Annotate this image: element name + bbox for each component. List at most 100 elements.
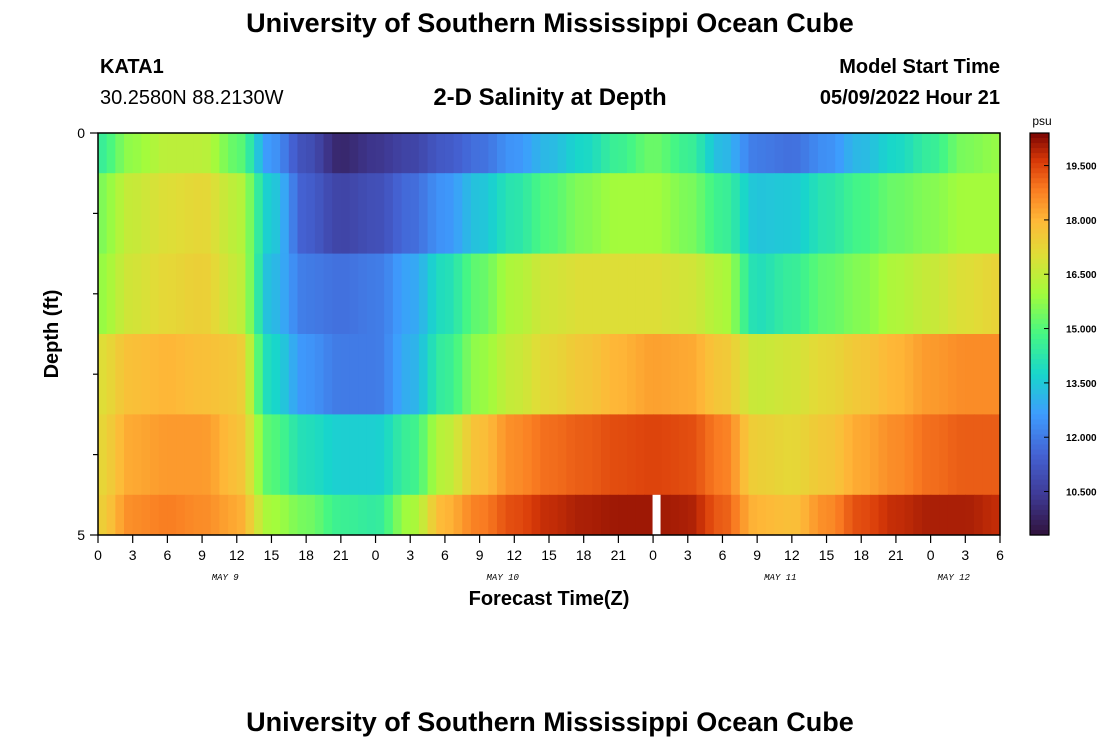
- colorbar-segment: [1030, 499, 1049, 506]
- colorbar-frame: [1029, 132, 1050, 536]
- colorbar-segment: [1030, 248, 1049, 255]
- heatmap-cell: [679, 253, 689, 335]
- heatmap-cell: [115, 334, 125, 415]
- colorbar-segment: [1030, 454, 1049, 461]
- heatmap-cell: [887, 253, 897, 335]
- heatmap-cell: [739, 494, 750, 536]
- heatmap-cell: [193, 173, 203, 254]
- heatmap-cell: [271, 173, 281, 254]
- heatmap-cell: [644, 253, 654, 335]
- heatmap-cell: [280, 253, 290, 335]
- heatmap-cell: [921, 133, 932, 174]
- heatmap-cell: [800, 173, 810, 254]
- heatmap-cell: [306, 133, 316, 174]
- heatmap-cell: [748, 414, 758, 496]
- heatmap-cell: [115, 494, 125, 536]
- colorbar-segment: [1030, 323, 1049, 330]
- heatmap-cell: [427, 494, 437, 536]
- heatmap-cell: [549, 133, 559, 174]
- heatmap-cell: [757, 494, 767, 536]
- heatmap-cell: [514, 173, 524, 254]
- heatmap-cell: [913, 494, 923, 536]
- colorbar-segment: [1030, 354, 1049, 360]
- heatmap-cell: [696, 173, 706, 254]
- colorbar-segment: [1030, 173, 1049, 179]
- colorbar-segment: [1030, 464, 1049, 471]
- heatmap-cell: [982, 173, 992, 254]
- heatmap-cell: [670, 173, 680, 254]
- heatmap-cell: [115, 253, 125, 335]
- heatmap-cell: [167, 173, 177, 254]
- heatmap-cell: [349, 173, 359, 254]
- x-tick-label: 0: [372, 547, 380, 563]
- heatmap-cell: [132, 334, 142, 415]
- colorbar-segment: [1030, 349, 1049, 355]
- colorbar-segment: [1030, 509, 1049, 516]
- heatmap-cell: [835, 494, 845, 536]
- heatmap-cell: [470, 133, 481, 174]
- heatmap-cell: [843, 173, 854, 254]
- heatmap-cell: [835, 253, 845, 335]
- heatmap-cell: [427, 173, 437, 254]
- heatmap-cell: [522, 494, 533, 536]
- heatmap-cell: [748, 253, 758, 335]
- heatmap-cell: [479, 133, 489, 174]
- heatmap-cell: [505, 334, 515, 415]
- colorbar-segment: [1030, 504, 1049, 511]
- colorbar-segment: [1030, 203, 1049, 209]
- heatmap-cell: [488, 173, 498, 254]
- heatmap-cell: [323, 494, 333, 536]
- heatmap-cell: [618, 173, 628, 254]
- heatmap-cell: [288, 173, 299, 254]
- heatmap-cell: [973, 494, 984, 536]
- heatmap-cell: [982, 494, 992, 536]
- heatmap-cell: [332, 133, 342, 174]
- heatmap-cell: [618, 133, 628, 174]
- x-tick-label: 12: [229, 547, 245, 563]
- colorbar-segment: [1030, 519, 1049, 526]
- heatmap-cell: [930, 414, 940, 496]
- heatmap-cell: [956, 334, 966, 415]
- heatmap-cell: [722, 253, 732, 335]
- heatmap-cell: [878, 253, 888, 335]
- heatmap-cell: [809, 334, 819, 415]
- heatmap-cell: [358, 253, 368, 335]
- heatmap-cell: [531, 173, 541, 254]
- heatmap-cell: [202, 414, 212, 496]
- heatmap-cell: [176, 133, 186, 174]
- heatmap-cell: [332, 334, 342, 415]
- heatmap-cell: [601, 334, 611, 415]
- heatmap-cell: [583, 133, 593, 174]
- colorbar-segment: [1030, 163, 1049, 169]
- heatmap-cell: [635, 173, 645, 254]
- colorbar-segment: [1030, 263, 1049, 270]
- heatmap-cell: [757, 414, 767, 496]
- heatmap-cell: [679, 334, 689, 415]
- colorbar-segment: [1030, 524, 1049, 531]
- heatmap-cell: [609, 334, 619, 415]
- heatmap-cell: [566, 494, 576, 536]
- heatmap-cell: [895, 133, 906, 174]
- heatmap-cell: [436, 173, 446, 254]
- heatmap-cell: [731, 173, 741, 254]
- colorbar-segment: [1030, 359, 1049, 365]
- heatmap-cell: [722, 173, 732, 254]
- colorbar-segment: [1030, 394, 1049, 400]
- x-tick-label: 0: [649, 547, 657, 563]
- heatmap-cell: [557, 253, 567, 335]
- heatmap-cells: [98, 133, 1001, 536]
- heatmap-cell: [601, 253, 611, 335]
- heatmap-cell: [696, 494, 706, 536]
- heatmap-cell: [965, 334, 975, 415]
- heatmap-cell: [601, 133, 611, 174]
- heatmap-cell: [297, 253, 307, 335]
- heatmap-cell: [817, 414, 828, 496]
- heatmap-cell: [522, 334, 533, 415]
- colorbar-segment: [1030, 429, 1049, 436]
- x-tick-label: 18: [853, 547, 869, 563]
- heatmap-cell: [436, 494, 446, 536]
- x-tick-label: 0: [94, 547, 102, 563]
- heatmap-cell: [375, 253, 385, 335]
- heatmap-cell: [479, 334, 489, 415]
- colorbar-segment: [1030, 514, 1049, 521]
